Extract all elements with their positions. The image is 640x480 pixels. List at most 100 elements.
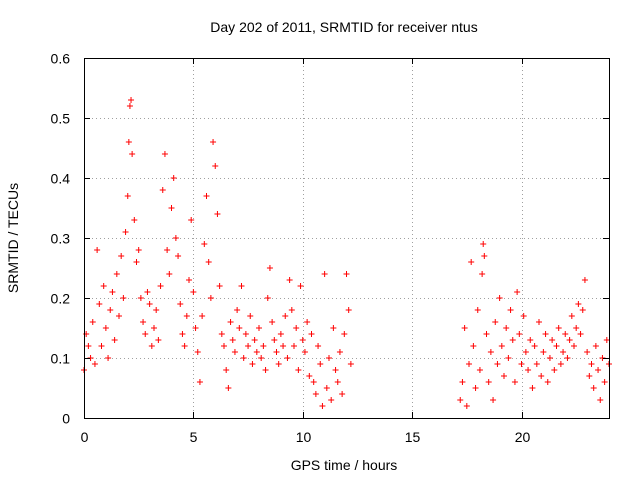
data-point (581, 277, 588, 283)
data-point (102, 325, 109, 331)
data-point (140, 319, 147, 325)
data-point (212, 163, 219, 169)
data-point (271, 337, 278, 343)
data-point (264, 295, 271, 301)
y-tick-label: 0.6 (51, 51, 71, 67)
x-axis-label: GPS time / hours (291, 457, 398, 473)
data-point (503, 325, 510, 331)
data-point (546, 355, 553, 361)
data-point (190, 289, 197, 295)
data-point (490, 397, 497, 403)
data-point (468, 259, 475, 265)
data-point (128, 97, 135, 103)
x-axis: 0 5 10 15 20 (81, 58, 530, 445)
data-point (326, 355, 332, 361)
data-point (522, 349, 529, 355)
data-point (183, 313, 190, 319)
data-point (334, 379, 341, 385)
data-point (553, 343, 560, 349)
data-point (481, 253, 488, 259)
data-point (170, 175, 177, 181)
data-point (157, 283, 164, 289)
data-point (492, 319, 499, 325)
data-point (100, 283, 107, 289)
data-point (480, 241, 487, 247)
data-point (315, 343, 322, 349)
data-point (466, 361, 472, 367)
data-point (601, 379, 608, 385)
data-point (566, 337, 573, 343)
y-tick-label: 0.4 (51, 171, 71, 187)
data-point (109, 289, 116, 295)
data-point (85, 343, 92, 349)
data-point (533, 361, 540, 367)
data-point (116, 313, 122, 319)
data-point (249, 361, 256, 367)
data-point (142, 331, 149, 337)
data-point (557, 361, 564, 367)
data-point (529, 385, 536, 391)
data-point (221, 343, 227, 349)
data-point (266, 265, 273, 271)
data-point (172, 235, 179, 241)
data-point (124, 193, 131, 199)
data-point (531, 343, 538, 349)
data-point (487, 349, 494, 355)
data-point (560, 349, 567, 355)
data-point (210, 139, 217, 145)
data-point (196, 379, 203, 385)
data-point (291, 343, 297, 349)
data-point (277, 331, 284, 337)
data-point (507, 307, 514, 313)
y-tick-label: 0.3 (51, 231, 71, 247)
data-point (562, 331, 569, 337)
data-point (166, 271, 173, 277)
data-point (218, 331, 225, 337)
data-point (275, 361, 282, 367)
data-point (498, 343, 505, 349)
data-point (564, 355, 571, 361)
data-point (96, 301, 103, 307)
data-point (573, 325, 580, 331)
data-point (256, 325, 262, 331)
data-point (194, 349, 201, 355)
data-point (588, 361, 595, 367)
data-point (284, 355, 291, 361)
data-point (135, 247, 142, 253)
data-point (457, 397, 464, 403)
data-point (527, 337, 534, 343)
plot-frame (84, 58, 610, 419)
data-point (575, 301, 582, 307)
data-point (299, 337, 306, 343)
data-point (148, 343, 155, 349)
data-point (231, 349, 238, 355)
data-point (603, 337, 610, 343)
data-point (181, 343, 188, 349)
data-point (525, 367, 532, 373)
y-axis-label: SRMTID / TECUs (5, 183, 21, 293)
data-point (214, 211, 221, 217)
data-point (536, 319, 542, 325)
data-point (269, 319, 276, 325)
data-point (494, 361, 501, 367)
data-point (293, 325, 300, 331)
data-point (201, 241, 208, 247)
data-point (207, 295, 214, 301)
data-point (242, 331, 249, 337)
data-point (186, 277, 192, 283)
data-point (476, 367, 483, 373)
data-point (555, 325, 562, 331)
data-point (125, 139, 132, 145)
data-point (161, 151, 168, 157)
data-point (251, 337, 258, 343)
data-point (253, 349, 260, 355)
y-tick-label: 0 (62, 411, 70, 427)
data-point (483, 331, 490, 337)
data-point (459, 379, 466, 385)
data-point (463, 403, 470, 409)
data-point (129, 151, 136, 157)
data-point (518, 361, 525, 367)
data-point (516, 331, 523, 337)
data-point (328, 397, 335, 403)
data-point (262, 367, 269, 373)
